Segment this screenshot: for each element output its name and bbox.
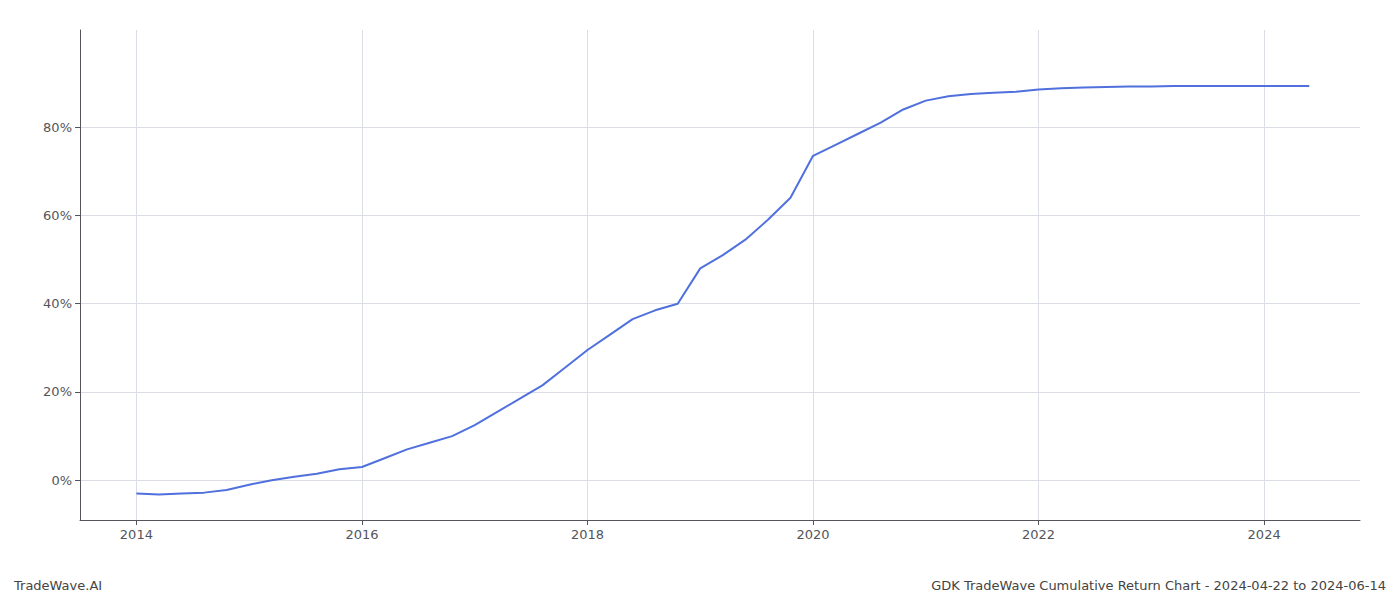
svg-text:0%: 0% (51, 473, 72, 488)
svg-text:2014: 2014 (120, 527, 153, 542)
svg-text:2018: 2018 (571, 527, 604, 542)
svg-text:20%: 20% (43, 384, 72, 399)
svg-text:TradeWave.AI: TradeWave.AI (13, 578, 102, 593)
svg-text:2024: 2024 (1248, 527, 1281, 542)
svg-text:2022: 2022 (1022, 527, 1055, 542)
svg-text:2016: 2016 (345, 527, 378, 542)
svg-text:2020: 2020 (796, 527, 829, 542)
svg-text:GDK TradeWave Cumulative Retur: GDK TradeWave Cumulative Return Chart - … (931, 578, 1386, 593)
svg-text:80%: 80% (43, 120, 72, 135)
svg-text:60%: 60% (43, 208, 72, 223)
svg-text:40%: 40% (43, 296, 72, 311)
